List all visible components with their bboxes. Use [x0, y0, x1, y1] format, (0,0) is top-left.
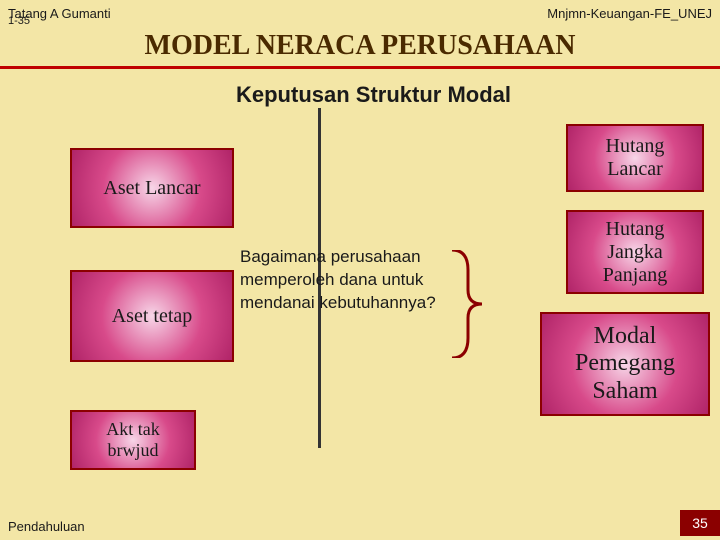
box-hutang-jangka-panjang: Hutang Jangka Panjang: [566, 210, 704, 294]
slide-number: 35: [680, 510, 720, 536]
box-label: Hutang Lancar: [568, 131, 702, 185]
box-aset-tetap: Aset tetap: [70, 270, 234, 362]
box-akt-tak-brwjud: Akt tak brwjud: [70, 410, 196, 470]
box-label: Modal Pemegang Saham: [542, 319, 708, 410]
box-aset-lancar: Aset Lancar: [70, 148, 234, 228]
footer-text: Pendahuluan: [8, 519, 85, 534]
slide: Tatang A Gumanti 1-35 Mnjmn-Keuangan-FE_…: [0, 0, 720, 540]
brace-icon: [448, 250, 482, 358]
box-modal-pemegang-saham: Modal Pemegang Saham: [540, 312, 710, 416]
box-hutang-lancar: Hutang Lancar: [566, 124, 704, 192]
page-title: MODEL NERACA PERUSAHAAN: [0, 30, 720, 69]
page-code: 1-35: [8, 15, 30, 27]
box-label: Aset Lancar: [95, 173, 208, 204]
box-label: Hutang Jangka Panjang: [568, 214, 702, 291]
page-subtitle: Keputusan Struktur Modal: [236, 82, 511, 108]
box-label: Aset tetap: [104, 301, 201, 332]
box-label: Akt tak brwjud: [72, 415, 194, 464]
question-text: Bagaimana perusahaan memperoleh dana unt…: [240, 246, 436, 315]
course-code: Mnjmn-Keuangan-FE_UNEJ: [547, 6, 712, 21]
